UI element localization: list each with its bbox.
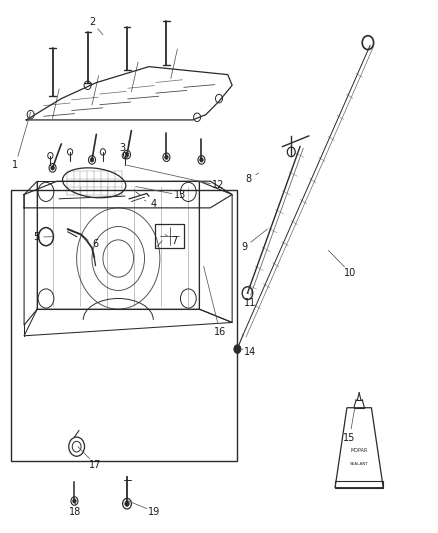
Text: 16: 16 xyxy=(214,327,226,336)
Circle shape xyxy=(125,501,129,506)
Bar xyxy=(155,224,184,248)
Text: 19: 19 xyxy=(148,507,160,516)
Text: 2: 2 xyxy=(89,18,95,27)
Text: 6: 6 xyxy=(92,239,99,248)
Circle shape xyxy=(125,152,129,157)
Text: 14: 14 xyxy=(244,347,257,357)
Text: 18: 18 xyxy=(69,507,81,516)
Circle shape xyxy=(51,166,54,170)
Text: 5: 5 xyxy=(33,232,39,242)
Text: SEALANT: SEALANT xyxy=(350,462,369,466)
Circle shape xyxy=(200,158,203,162)
Text: 4: 4 xyxy=(150,199,156,209)
Text: 3: 3 xyxy=(120,143,126,153)
Bar xyxy=(11,190,237,461)
Text: 11: 11 xyxy=(244,298,257,308)
Circle shape xyxy=(165,155,168,159)
Text: 12: 12 xyxy=(212,181,224,190)
Text: 10: 10 xyxy=(344,268,357,278)
Text: 15: 15 xyxy=(343,433,356,443)
Circle shape xyxy=(234,345,241,353)
Text: 8: 8 xyxy=(246,174,252,183)
Text: 7: 7 xyxy=(171,236,177,246)
Circle shape xyxy=(73,499,76,503)
Text: 13: 13 xyxy=(173,190,186,200)
Circle shape xyxy=(90,158,94,162)
Text: 17: 17 xyxy=(89,460,102,470)
Text: 9: 9 xyxy=(241,243,247,252)
Text: MOPAR: MOPAR xyxy=(350,448,368,453)
Text: 1: 1 xyxy=(12,160,18,170)
Bar xyxy=(335,481,383,488)
